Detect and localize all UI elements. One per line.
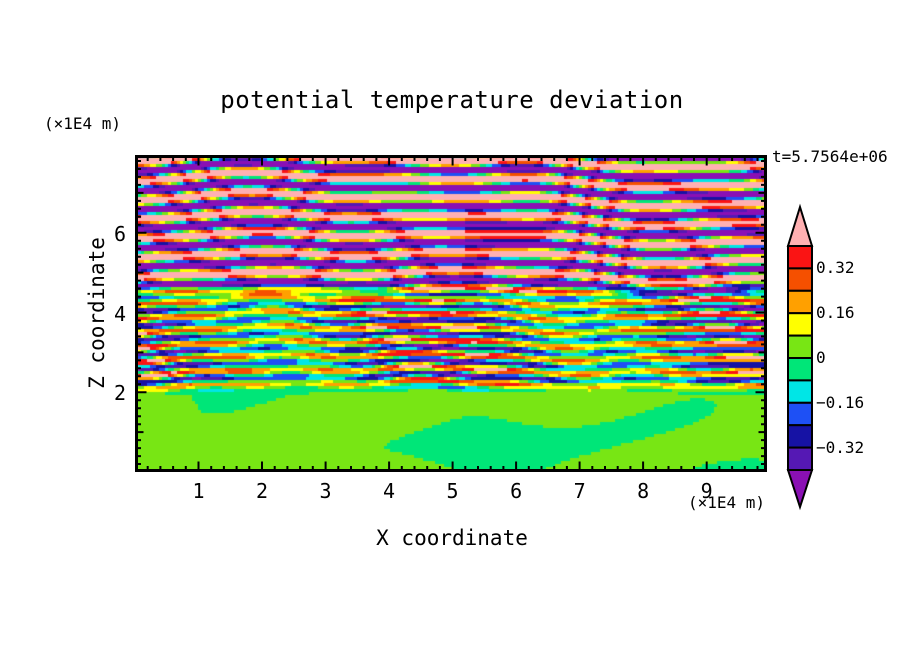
timestamp-label: t=5.7564e+06: [772, 147, 888, 166]
x-axis-label: X coordinate: [376, 526, 528, 550]
z-tick-label: 2: [113, 381, 126, 406]
colorbar-tick-label: −0.32: [816, 437, 865, 457]
x-tick-label: 3: [319, 479, 332, 503]
axis-tick: [136, 156, 766, 471]
colorbar-segment: [787, 245, 813, 270]
colorbar-segment: [787, 334, 813, 360]
x-tick-label: 9: [700, 479, 713, 503]
colorbar-tick-label: 0: [816, 348, 826, 367]
x-tick-label: 4: [383, 479, 396, 503]
x-tick-label: 2: [256, 479, 269, 503]
colorbar-segment: [787, 424, 813, 449]
axis-tick: [136, 156, 766, 471]
x-tick-label: 8: [637, 479, 650, 503]
colorbar-segment: [787, 267, 813, 292]
colorbar-arrow-low: [786, 469, 814, 511]
x-tick-label: 1: [192, 479, 205, 503]
z-tick-label: 6: [113, 221, 126, 246]
colorbar-segment: [787, 379, 813, 404]
colorbar-segment: [787, 312, 813, 337]
colorbar-segment: [787, 446, 813, 472]
x-tick-label: 5: [446, 479, 459, 503]
y-axis-unit-label: (×1E4 m): [44, 114, 122, 133]
page-title: potential temperature deviation: [220, 86, 684, 114]
colorbar-tick-label: 0.16: [816, 303, 855, 323]
plot-frame: [135, 155, 767, 472]
x-tick-label: 6: [510, 479, 523, 503]
colorbar-segment: [787, 401, 813, 427]
x-axis-unit-label: (×1E4 m): [688, 493, 766, 512]
colorbar-tick-label: 0.32: [816, 258, 855, 278]
colorbar-tick-label: −0.16: [816, 392, 865, 412]
colorbar-arrow-high: [786, 203, 814, 247]
z-tick-label: 4: [113, 301, 126, 326]
plot-area: [135, 155, 767, 472]
colorbar-segment: [787, 357, 813, 382]
axes-frame: [135, 155, 767, 472]
contour-field-canvas: [135, 155, 767, 472]
x-tick-label: 7: [573, 479, 586, 503]
colorbar: [786, 203, 814, 511]
colorbar-segment: [787, 289, 813, 315]
